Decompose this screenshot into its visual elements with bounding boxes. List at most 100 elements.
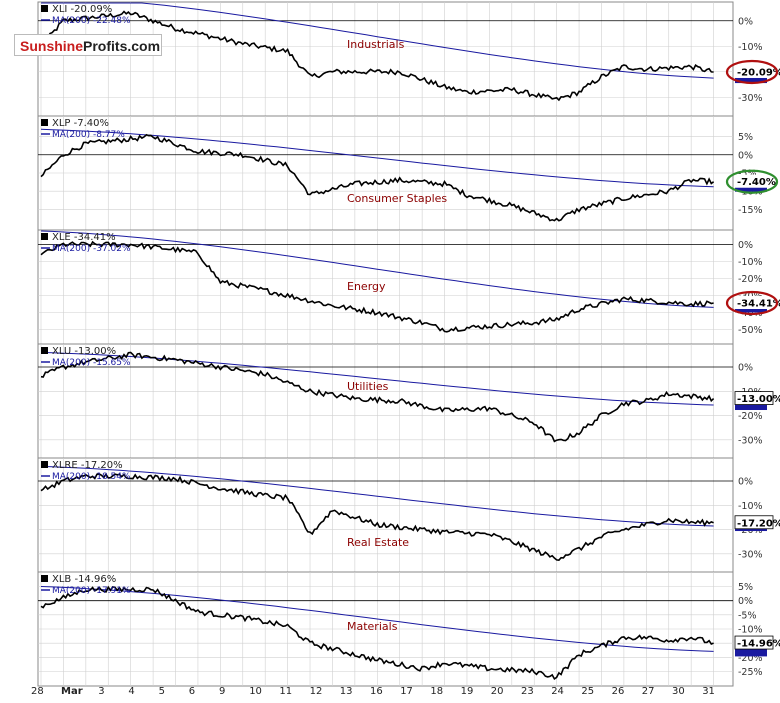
symbol-label: XLU -13.00%: [52, 346, 116, 357]
y-tick-label: -10%: [738, 42, 763, 53]
highlight-circle: [725, 59, 779, 85]
x-tick-label: 12: [310, 686, 323, 697]
panel-real-estate: 0%-10%-20%-30%XLRE -17.20%MA(200) -18.54…: [37, 457, 780, 573]
price-line: [40, 472, 714, 562]
y-tick-label: -25%: [738, 667, 763, 678]
last-value-badge: [734, 391, 774, 405]
ma200-line: [41, 2, 714, 79]
x-tick-label: 20: [491, 686, 504, 697]
ma-label: MA(200) -22.48%: [52, 16, 131, 26]
y-tick-label: -5%: [738, 169, 757, 180]
x-tick-label: 6: [189, 686, 195, 697]
last-value-badge: [734, 515, 774, 530]
last-value-label: -34.41%: [737, 298, 780, 309]
ma200-line: [40, 465, 714, 527]
y-tick-label: -10%: [738, 625, 763, 636]
price-line: [40, 10, 714, 102]
ma-label: MA(200) -8.77%: [52, 130, 125, 140]
price-legend-swatch: [41, 575, 48, 582]
y-tick-label: -20%: [738, 274, 763, 285]
y-tick-label: -50%: [738, 325, 763, 336]
x-tick-label: 30: [672, 686, 685, 697]
y-tick-label: 0%: [738, 16, 753, 27]
y-tick-label: -30%: [738, 93, 763, 104]
sector-title: Real Estate: [347, 536, 409, 549]
x-tick-label: 5: [159, 686, 165, 697]
highlight-circle: [725, 290, 779, 316]
symbol-label: XLE -34.41%: [52, 232, 116, 243]
x-tick-label: 13: [340, 686, 353, 697]
price-legend-swatch: [41, 461, 48, 468]
y-tick-label: -30%: [738, 549, 763, 560]
price-line: [40, 351, 715, 443]
sector-title: Consumer Staples: [347, 192, 447, 205]
last-value-label: -17.20%: [737, 518, 780, 529]
x-tick-label: 18: [430, 686, 443, 697]
x-tick-label: 26: [612, 686, 625, 697]
last-value-label: -14.96%: [737, 639, 780, 650]
panel-utilities: 0%-10%-20%-30%XLU -13.00%MA(200) -15.65%…: [37, 343, 780, 459]
y-tick-label: -5%: [738, 610, 757, 621]
ma200-line: [40, 128, 714, 188]
symbol-label: XLRE -17.20%: [52, 460, 123, 471]
y-tick-label: -20%: [738, 653, 763, 664]
last-value-label: -13.00%: [737, 394, 780, 405]
highlight-circle: [725, 169, 779, 194]
y-tick-label: -10%: [738, 501, 763, 512]
price-legend-swatch: [41, 5, 48, 12]
panel-frame: [37, 1, 734, 117]
price-legend-swatch: [41, 347, 48, 354]
x-tick-label: 16: [370, 686, 383, 697]
last-value-label: -7.40%: [737, 177, 776, 188]
y-tick-label: -15%: [738, 205, 763, 216]
x-tick-label: 11: [279, 686, 292, 697]
ma200-line: [40, 230, 714, 308]
symbol-label: XLB -14.96%: [52, 574, 116, 585]
symbol-label: XLP -7.40%: [52, 118, 109, 129]
x-tick-label: 28: [31, 686, 44, 697]
y-tick-label: -30%: [738, 435, 763, 446]
y-tick-label: 0%: [738, 150, 753, 161]
last-value-label: -20.09%: [737, 67, 780, 78]
sector-title: Energy: [347, 280, 386, 293]
ma-label: MA(200) -18.54%: [52, 472, 131, 482]
y-tick-label: 5%: [738, 582, 753, 593]
x-tick-label: 10: [249, 686, 262, 697]
sector-title: Industrials: [347, 38, 405, 51]
panel-industrials: 0%-10%-20%-30%XLI -20.09%MA(200) -22.48%…: [37, 1, 780, 117]
sector-title: Materials: [347, 620, 398, 633]
x-tick-label: 17: [400, 686, 413, 697]
x-tick-label: 19: [461, 686, 474, 697]
ma-label: MA(200) -15.65%: [52, 358, 131, 368]
price-line: [40, 133, 715, 222]
x-tick-label: 31: [702, 686, 715, 697]
x-tick-label: 25: [581, 686, 594, 697]
x-tick-label: 3: [98, 686, 104, 697]
y-tick-label: 0%: [738, 477, 753, 488]
last-value-badge: [734, 174, 774, 188]
price-legend-swatch: [41, 119, 48, 126]
panel-frame: [37, 457, 734, 573]
x-tick-label: 9: [219, 686, 225, 697]
last-value-badge: [734, 635, 774, 650]
price-line: [40, 585, 714, 681]
price-legend-swatch: [41, 233, 48, 240]
x-axis: 28 Mar 3 4 5 6 9 10 11 12 13 16 17 18 19 20 23 24 25 26 27 30…: [31, 686, 715, 697]
x-tick-label: 24: [551, 686, 564, 697]
y-tick-label: -20%: [738, 411, 763, 422]
ma-label: MA(200) -37.02%: [52, 244, 131, 254]
panel-energy: 0%-10%-20%-30%-40%-50%XLE -34.41%MA(200)…: [37, 229, 780, 345]
price-line: [40, 240, 714, 333]
x-tick-label: 23: [521, 686, 534, 697]
y-tick-label: 0%: [738, 240, 753, 251]
sector-title: Utilities: [347, 380, 389, 393]
logo-part-2: Profits.com: [83, 38, 161, 54]
x-tick-label: Mar: [61, 686, 83, 697]
last-value-badge: [734, 64, 774, 78]
symbol-label: XLI -20.09%: [52, 4, 112, 15]
ma-label: MA(200) -17.91%: [52, 586, 131, 596]
logo-part-1: Sunshine: [20, 38, 84, 54]
panel-consumer-staples: 5%0%-5%-10%-15%XLP -7.40%MA(200) -8.77%C…: [37, 115, 779, 231]
y-tick-label: -10%: [738, 257, 763, 268]
